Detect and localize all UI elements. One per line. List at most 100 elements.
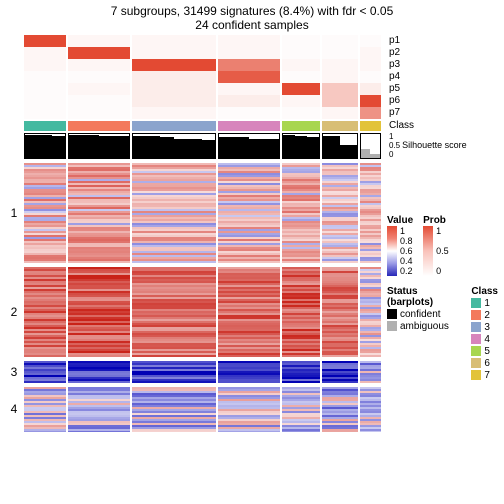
silhouette-bar [146,136,160,158]
silhouette-bar [114,136,129,158]
prob-cell [322,47,358,59]
prob-row-label: p7 [389,107,498,118]
prob-cell [218,107,279,119]
figure: 7 subgroups, 31499 signatures (8.4%) wit… [0,0,504,504]
silhouette-bar [84,135,99,158]
prob-cell [132,35,217,47]
silhouette-bar [340,145,357,158]
heatmap-cell [132,361,217,383]
legend-swatch [471,358,481,368]
heatmap-cell [282,267,320,357]
heatmap-cell [132,163,217,263]
silhouette-bar [25,135,38,158]
prob-row-label: p1 [389,35,498,46]
prob-cell [322,35,358,47]
legend-swatch [387,321,397,331]
heatmap-cell [24,361,66,383]
prob-cell [132,71,217,83]
prob-cell [218,71,279,83]
legend-swatch [471,334,481,344]
legend-title-status: Status (barplots) [387,286,461,308]
prob-cell [322,107,358,119]
class-cell [218,121,279,131]
title-line-2: 24 confident samples [6,18,498,32]
legend-swatch [471,322,481,332]
heatmap-cell [322,387,358,432]
legend-title-value: Value [387,215,413,226]
heatmap-cell [24,163,66,263]
prob-cell [68,71,129,83]
legend-label: 1 [484,298,490,309]
silhouette-group [218,133,279,159]
prob-cell [218,83,279,95]
legend-swatch [471,346,481,356]
prob-row-label: p4 [389,71,498,82]
prob-cell [322,83,358,95]
prob-cell [68,83,129,95]
heatmap-cell [282,361,320,383]
silhouette-bar [188,139,202,158]
row-axis: 1234 [6,35,22,436]
prob-row-label: p3 [389,59,498,70]
prob-cell [132,95,217,107]
silhouette-bar [283,135,295,158]
legend-swatch [387,309,397,319]
heatmap-cell [132,387,217,432]
silhouette-group [132,133,217,159]
legend-label: 3 [484,322,490,333]
silhouette-bar [69,135,84,158]
legend-label: 4 [484,334,490,345]
silhouette-bar [370,154,380,158]
legend-swatch [471,298,481,308]
prob-cell [322,95,358,107]
row-block-label: 3 [6,361,22,383]
heatmap-cell [360,163,381,263]
legend-label: 5 [484,346,490,357]
prob-cell [68,47,129,59]
prob-cell [322,71,358,83]
row-block-label: 4 [6,387,22,432]
prob-cell [360,83,381,95]
silhouette-bar [202,140,216,158]
silhouette-group [282,133,320,159]
legend-title-prob: Prob [423,215,449,226]
prob-cell [24,107,66,119]
legend-panel: p1p2p3p4p5p6p7Class10.50Silhouette score… [383,35,498,436]
heatmap-cell [218,267,279,357]
heatmap-cell [24,387,66,432]
prob-row-label: p5 [389,83,498,94]
legend-label: 6 [484,358,490,369]
class-cell [68,121,129,131]
heatmap-cell [218,163,279,263]
legend-label: 2 [484,310,490,321]
legend-swatch [471,310,481,320]
silhouette-bar [99,136,114,158]
silhouette-bar [52,136,65,158]
silhouette-axis: 10.50Silhouette score [387,133,498,159]
prob-cell [132,59,217,71]
prob-cell [24,47,66,59]
heatmap-cell [68,163,129,263]
prob-cell [282,71,320,83]
silhouette-group [24,133,66,159]
heatmap-cell [68,361,129,383]
prob-cell [360,95,381,107]
prob-cell [68,107,129,119]
prob-cell [218,47,279,59]
prob-cell [132,107,217,119]
silhouette-bar [323,136,340,158]
silhouette-bar [234,137,249,157]
heatmap-cell [282,387,320,432]
prob-cell [24,95,66,107]
silhouette-bar [219,137,234,158]
prob-cell [24,83,66,95]
prob-cell [322,59,358,71]
prob-cell [24,35,66,47]
prob-cell [24,71,66,83]
prob-cell [218,95,279,107]
prob-cell [68,59,129,71]
legend-swatch [471,370,481,380]
class-cell [360,121,381,131]
row-block-label: 2 [6,267,22,357]
heatmap-cell [360,387,381,432]
